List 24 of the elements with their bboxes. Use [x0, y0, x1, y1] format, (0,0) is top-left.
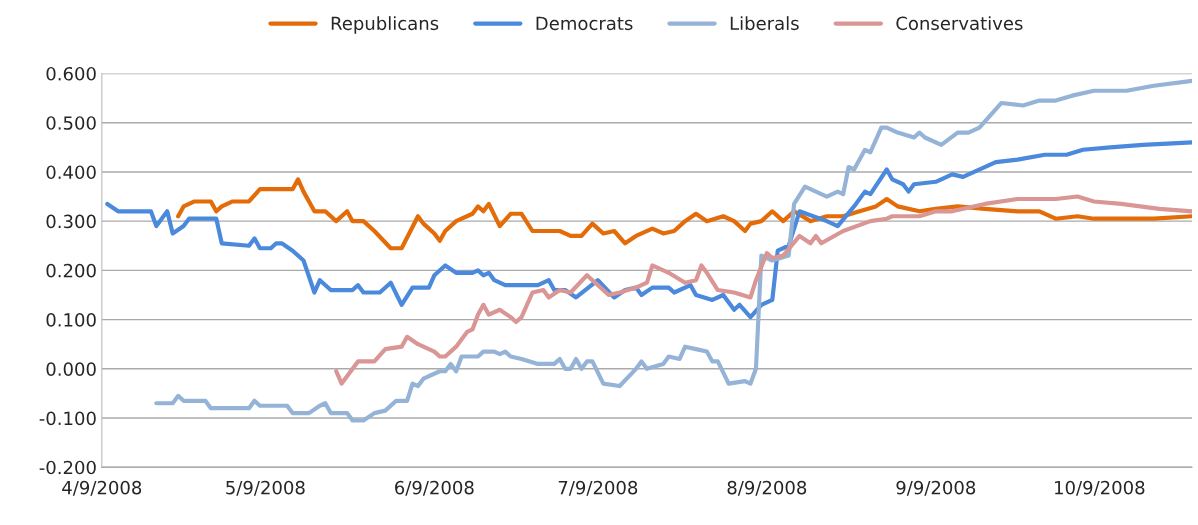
y-tick-label: 0.200 — [46, 263, 96, 278]
line-series — [105, 140, 1193, 320]
line-series — [154, 78, 1193, 423]
legend-label: Liberals — [730, 16, 799, 31]
x-tick-label: 4/9/2008 — [62, 480, 142, 496]
x-tick-label: 6/9/2008 — [395, 480, 474, 496]
line-series — [176, 177, 1193, 251]
legend-label: Republicans — [331, 16, 439, 34]
y-tick-label: -0.100 — [39, 411, 96, 426]
y-tick-label: 0.600 — [46, 66, 96, 81]
x-tick-label: 9/9/2008 — [896, 480, 976, 496]
x-tick-label: 8/9/2008 — [727, 480, 807, 496]
y-tick-label: 0.500 — [46, 116, 96, 130]
line-series — [334, 194, 1193, 386]
y-tick-label: 0.300 — [46, 214, 96, 229]
x-tick-label: 10/9/2008 — [1055, 480, 1145, 496]
legend-label: Democrats — [536, 16, 633, 31]
legend-label: Conservatives — [896, 16, 1023, 31]
y-tick-label: 0.100 — [46, 313, 96, 327]
y-tick-label: 0.400 — [46, 165, 96, 180]
y-tick-label: 0.000 — [46, 362, 96, 376]
y-tick-label: -0.200 — [39, 460, 96, 475]
x-tick-label: 5/9/2008 — [226, 480, 305, 496]
x-tick-label: 7/9/2008 — [558, 480, 638, 496]
